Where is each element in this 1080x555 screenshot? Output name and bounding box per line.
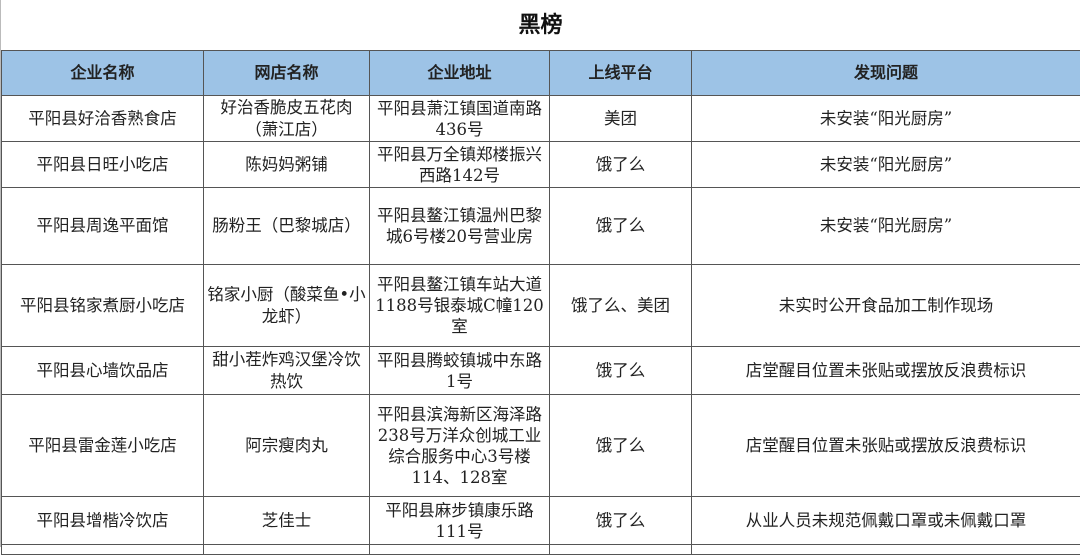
cell-empty xyxy=(204,545,370,555)
cell-company-name: 平阳县铭家煮厨小吃店 xyxy=(2,265,204,347)
cell-platform: 饿了么 xyxy=(550,497,692,545)
cell-platform: 饿了么 xyxy=(550,395,692,497)
table-row: 平阳县铭家煮厨小吃店铭家小厨（酸菜鱼•小龙虾）平阳县鳌江镇车站大道1188号银泰… xyxy=(2,265,1080,347)
table-row: 平阳县周逸平面馆肠粉王（巴黎城店）平阳县鳌江镇温州巴黎城6号楼20号营业房饿了么… xyxy=(2,188,1080,265)
column-header-company: 企业名称 xyxy=(2,51,204,96)
cell-company-name: 平阳县增楷冷饮店 xyxy=(2,497,204,545)
table-row: 平阳县雷金莲小吃店阿宗瘦肉丸平阳县滨海新区海泽路238号万洋众创城工业综合服务中… xyxy=(2,395,1080,497)
cell-issue: 店堂醒目位置未张贴或摆放反浪费标识 xyxy=(692,395,1080,497)
column-header-issue: 发现问题 xyxy=(692,51,1080,96)
table-header-row: 企业名称 网店名称 企业地址 上线平台 发现问题 xyxy=(2,51,1080,96)
cell-empty xyxy=(550,545,692,555)
column-header-shop: 网店名称 xyxy=(204,51,370,96)
table-row: 平阳县日旺小吃店陈妈妈粥铺平阳县万全镇郑楼振兴西路142号饿了么未安装“阳光厨房… xyxy=(2,142,1080,188)
cell-issue: 未安装“阳光厨房” xyxy=(692,96,1080,142)
cell-issue: 从业人员未规范佩戴口罩或未佩戴口罩 xyxy=(692,497,1080,545)
cell-platform: 饿了么 xyxy=(550,347,692,395)
cell-shop-name: 甜小茬炸鸡汉堡冷饮热饮 xyxy=(204,347,370,395)
cell-address: 平阳县万全镇郑楼振兴西路142号 xyxy=(370,142,550,188)
table-row: 平阳县心墙饮品店甜小茬炸鸡汉堡冷饮热饮平阳县腾蛟镇城中东路1号饿了么店堂醒目位置… xyxy=(2,347,1080,395)
cell-shop-name: 好治香脆皮五花肉（萧江店） xyxy=(204,96,370,142)
cell-platform: 美团 xyxy=(550,96,692,142)
cell-shop-name: 陈妈妈粥铺 xyxy=(204,142,370,188)
table-row: 平阳县增楷冷饮店芝佳士平阳县麻步镇康乐路111号饿了么从业人员未规范佩戴口罩或未… xyxy=(2,497,1080,545)
column-header-address: 企业地址 xyxy=(370,51,550,96)
cell-address: 平阳县滨海新区海泽路238号万洋众创城工业综合服务中心3号楼114、128室 xyxy=(370,395,550,497)
blacklist-table: 企业名称 网店名称 企业地址 上线平台 发现问题 平阳县好洽香熟食店好治香脆皮五… xyxy=(1,50,1080,555)
cell-platform: 饿了么 xyxy=(550,188,692,265)
cell-shop-name: 铭家小厨（酸菜鱼•小龙虾） xyxy=(204,265,370,347)
cell-issue: 未安装“阳光厨房” xyxy=(692,142,1080,188)
cell-company-name: 平阳县雷金莲小吃店 xyxy=(2,395,204,497)
cell-company-name: 平阳县日旺小吃店 xyxy=(2,142,204,188)
cell-company-name: 平阳县好洽香熟食店 xyxy=(2,96,204,142)
cell-address: 平阳县萧江镇国道南路436号 xyxy=(370,96,550,142)
cell-empty xyxy=(370,545,550,555)
cell-issue: 未安装“阳光厨房” xyxy=(692,188,1080,265)
cell-shop-name: 阿宗瘦肉丸 xyxy=(204,395,370,497)
cell-empty xyxy=(2,545,204,555)
cell-shop-name: 肠粉王（巴黎城店） xyxy=(204,188,370,265)
cell-issue: 店堂醒目位置未张贴或摆放反浪费标识 xyxy=(692,347,1080,395)
table-row-partial xyxy=(2,545,1080,555)
page-title: 黑榜 xyxy=(1,0,1080,50)
column-header-platform: 上线平台 xyxy=(550,51,692,96)
table-row: 平阳县好洽香熟食店好治香脆皮五花肉（萧江店）平阳县萧江镇国道南路436号美团未安… xyxy=(2,96,1080,142)
cell-address: 平阳县鳌江镇温州巴黎城6号楼20号营业房 xyxy=(370,188,550,265)
cell-shop-name: 芝佳士 xyxy=(204,497,370,545)
cell-issue: 未实时公开食品加工制作现场 xyxy=(692,265,1080,347)
cell-address: 平阳县鳌江镇车站大道1188号银泰城C幢120室 xyxy=(370,265,550,347)
cell-company-name: 平阳县心墙饮品店 xyxy=(2,347,204,395)
cell-address: 平阳县腾蛟镇城中东路1号 xyxy=(370,347,550,395)
cell-platform: 饿了么、美团 xyxy=(550,265,692,347)
cell-platform: 饿了么 xyxy=(550,142,692,188)
cell-address: 平阳县麻步镇康乐路111号 xyxy=(370,497,550,545)
cell-empty xyxy=(692,545,1080,555)
cell-company-name: 平阳县周逸平面馆 xyxy=(2,188,204,265)
